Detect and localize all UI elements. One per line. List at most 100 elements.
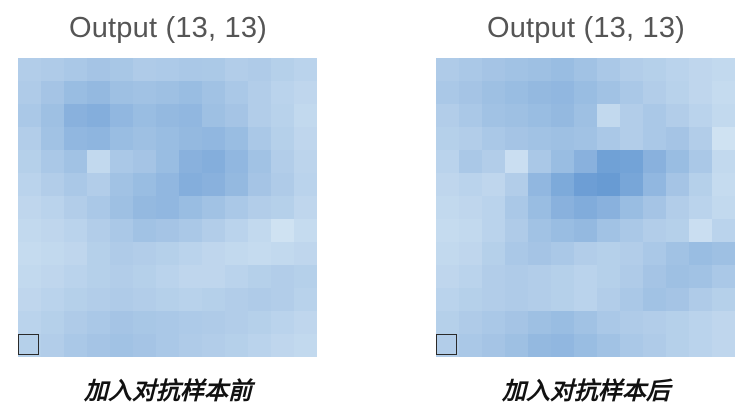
heatmap-cell xyxy=(689,219,712,242)
heatmap-cell xyxy=(18,219,41,242)
heatmap-cell xyxy=(294,288,317,311)
heatmap-cell xyxy=(689,150,712,173)
heatmap-cell xyxy=(436,81,459,104)
heatmap-cell xyxy=(666,127,689,150)
heatmap-cell xyxy=(64,127,87,150)
heatmap-cell xyxy=(156,334,179,357)
heatmap-cell xyxy=(551,150,574,173)
heatmap-cell xyxy=(505,127,528,150)
heatmap-cell xyxy=(505,196,528,219)
heatmap-cell xyxy=(459,58,482,81)
heatmap-cell xyxy=(225,334,248,357)
heatmap-cell xyxy=(551,81,574,104)
heatmap-cell xyxy=(41,265,64,288)
heatmap-cell xyxy=(156,242,179,265)
heatmap-cell xyxy=(528,173,551,196)
heatmap-cell xyxy=(133,242,156,265)
heatmap-cell xyxy=(18,334,41,357)
heatmap-cell xyxy=(156,173,179,196)
heatmap-cell xyxy=(505,150,528,173)
heatmap-cell xyxy=(597,127,620,150)
heatmap-cell xyxy=(666,58,689,81)
heatmap-cell xyxy=(666,196,689,219)
heatmap-cell xyxy=(179,58,202,81)
heatmap-cell xyxy=(156,311,179,334)
heatmap-cell xyxy=(110,311,133,334)
heatmap-cell xyxy=(18,81,41,104)
heatmap-cell xyxy=(643,196,666,219)
heatmap-cell xyxy=(18,173,41,196)
heatmap-cell xyxy=(712,334,735,357)
heatmap-cell xyxy=(666,219,689,242)
heatmap-cell xyxy=(271,196,294,219)
panel-after: Output (13, 13) 加入对抗样本后 xyxy=(436,0,736,420)
heatmap-cell xyxy=(689,127,712,150)
heatmap-cell xyxy=(689,242,712,265)
heatmap-cell xyxy=(179,242,202,265)
heatmap-cell xyxy=(225,242,248,265)
heatmap-cell xyxy=(18,242,41,265)
panel-title: Output (13, 13) xyxy=(68,12,268,44)
heatmap-cell xyxy=(202,219,225,242)
heatmap-cell xyxy=(689,288,712,311)
heatmap-cell xyxy=(225,81,248,104)
heatmap-cell xyxy=(505,265,528,288)
heatmap-cell xyxy=(459,196,482,219)
heatmap-cell xyxy=(248,219,271,242)
heatmap-cell xyxy=(248,311,271,334)
heatmap-cell xyxy=(18,58,41,81)
heatmap-cell xyxy=(574,334,597,357)
heatmap-cell xyxy=(712,311,735,334)
heatmap-cell xyxy=(597,334,620,357)
heatmap-cell xyxy=(505,81,528,104)
heatmap-cell xyxy=(482,265,505,288)
heatmap-cell xyxy=(459,127,482,150)
heatmap-cell xyxy=(110,242,133,265)
heatmap-cell xyxy=(505,334,528,357)
heatmap-cell xyxy=(87,196,110,219)
heatmap-cell xyxy=(64,334,87,357)
heatmap-cell xyxy=(271,288,294,311)
cell-marker-box xyxy=(436,334,457,355)
heatmap-cell xyxy=(551,334,574,357)
heatmap-cell xyxy=(574,196,597,219)
heatmap-cell xyxy=(459,265,482,288)
heatmap-cell xyxy=(574,58,597,81)
heatmap-cell xyxy=(202,81,225,104)
heatmap-cell xyxy=(41,173,64,196)
heatmap-cell xyxy=(156,104,179,127)
heatmap-cell xyxy=(528,311,551,334)
heatmap-cell xyxy=(294,219,317,242)
heatmap-cell xyxy=(574,150,597,173)
heatmap-cell xyxy=(225,104,248,127)
heatmap-cell xyxy=(666,265,689,288)
heatmap-cell xyxy=(459,219,482,242)
heatmap-cell xyxy=(666,334,689,357)
heatmap-cell xyxy=(41,334,64,357)
heatmap-cell xyxy=(643,173,666,196)
heatmap-cell xyxy=(294,265,317,288)
heatmap-cell xyxy=(436,265,459,288)
heatmap-cell xyxy=(620,288,643,311)
heatmap-cell xyxy=(41,219,64,242)
heatmap-cell xyxy=(574,81,597,104)
heatmap-cell xyxy=(248,127,271,150)
heatmap-cell xyxy=(271,173,294,196)
heatmap-cell xyxy=(87,104,110,127)
heatmap-cell xyxy=(482,81,505,104)
heatmap-cell xyxy=(133,219,156,242)
heatmap-cell xyxy=(620,81,643,104)
heatmap-cell xyxy=(620,242,643,265)
heatmap-cell xyxy=(248,173,271,196)
heatmap-cell xyxy=(712,58,735,81)
heatmap-cell xyxy=(643,265,666,288)
heatmap-cell xyxy=(294,196,317,219)
heatmap-cell xyxy=(179,104,202,127)
heatmap-cell xyxy=(436,196,459,219)
heatmap-cell xyxy=(18,127,41,150)
heatmap-cell xyxy=(156,150,179,173)
heatmap-cell xyxy=(294,104,317,127)
heatmap-cell xyxy=(87,288,110,311)
heatmap-cell xyxy=(179,311,202,334)
heatmap-cell xyxy=(133,288,156,311)
